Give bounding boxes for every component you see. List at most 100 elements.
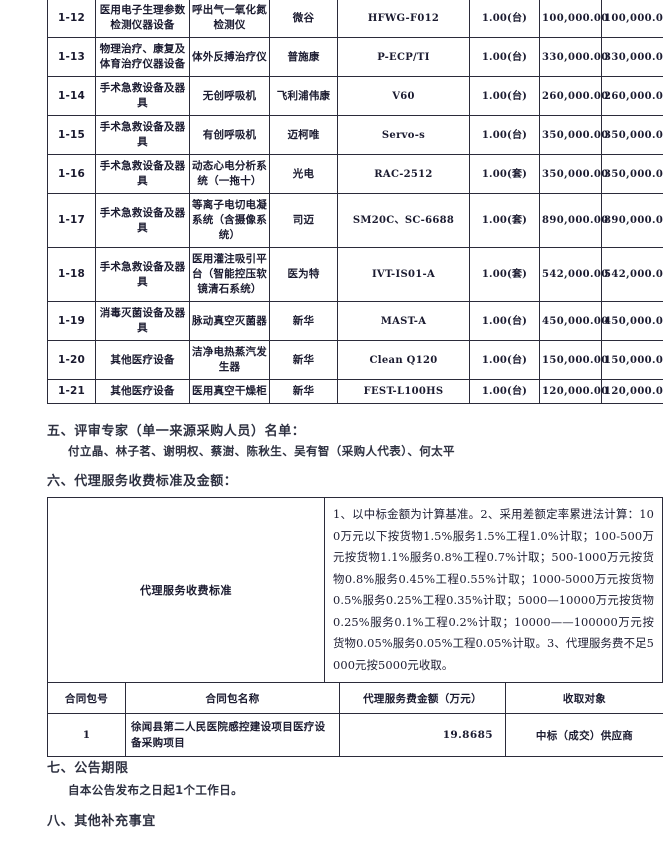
item-model: V60 bbox=[337, 76, 470, 116]
item-total-price: 120,000.00 bbox=[601, 379, 663, 404]
item-qty: 1.00(套) bbox=[469, 193, 540, 248]
item-qty: 1.00(台) bbox=[469, 115, 540, 155]
item-brand: 新华 bbox=[269, 301, 338, 341]
contract-package-fee-table: 合同包号 合同包名称 代理服务费金额（万元） 收取对象 1 徐闻县第二人民医院感… bbox=[47, 682, 663, 757]
item-model: FEST-L100HS bbox=[337, 379, 470, 404]
item-brand: 迈柯唯 bbox=[269, 115, 338, 155]
item-model: RAC-2512 bbox=[337, 154, 470, 194]
item-brand: 微谷 bbox=[269, 0, 338, 38]
table-row: 1-14 手术急救设备及器具 无创呼吸机 飞利浦伟康 V60 1.00(台) 2… bbox=[47, 76, 663, 116]
item-qty: 1.00(台) bbox=[469, 340, 540, 380]
item-category: 医用电子生理参数检测仪器设备 bbox=[95, 0, 190, 38]
item-no: 1-14 bbox=[47, 76, 96, 116]
item-unit-price: 350,000.00 bbox=[539, 115, 608, 155]
item-qty: 1.00(套) bbox=[469, 154, 540, 194]
item-unit-price: 450,000.00 bbox=[539, 301, 608, 341]
section-five-expert-names: 付立晶、林子茗、谢明权、蔡澍、陈秋生、吴有智（采购人代表）、何太平 bbox=[68, 444, 455, 458]
item-total-price: 542,000.00 bbox=[601, 247, 663, 302]
item-model: Clean Q120 bbox=[337, 340, 470, 380]
package-fee-amount: 19.8685 bbox=[339, 713, 506, 757]
fee-standard-label: 代理服务收费标准 bbox=[47, 497, 325, 683]
item-no: 1-21 bbox=[47, 379, 96, 404]
item-brand: 飞利浦伟康 bbox=[269, 76, 338, 116]
table-row: 1-12 医用电子生理参数检测仪器设备 呼出气一氧化氮检测仪 微谷 HFWG-F… bbox=[47, 0, 663, 38]
item-brand: 光电 bbox=[269, 154, 338, 194]
item-category: 物理治疗、康复及体育治疗仪器设备 bbox=[95, 37, 190, 77]
item-name: 呼出气一氧化氮检测仪 bbox=[189, 0, 270, 38]
table-row: 1-21 其他医疗设备 医用真空干燥柜 新华 FEST-L100HS 1.00(… bbox=[47, 379, 663, 404]
item-total-price: 890,000.00 bbox=[601, 193, 663, 248]
item-brand: 普施康 bbox=[269, 37, 338, 77]
package-table-header: 合同包号 合同包名称 代理服务费金额（万元） 收取对象 bbox=[47, 682, 663, 714]
fee-standard-text: 1、以中标金额为计算基准。2、采用差额定率累进法计算：100万元以下按货物1.5… bbox=[324, 497, 663, 683]
item-qty: 1.00(台) bbox=[469, 0, 540, 38]
item-model: IVT-IS01-A bbox=[337, 247, 470, 302]
item-unit-price: 890,000.00 bbox=[539, 193, 608, 248]
item-brand: 司迈 bbox=[269, 193, 338, 248]
table-row: 1-19 消毒灭菌设备及器具 脉动真空灭菌器 新华 MAST-A 1.00(台)… bbox=[47, 301, 663, 341]
item-unit-price: 260,000.00 bbox=[539, 76, 608, 116]
item-no: 1-19 bbox=[47, 301, 96, 341]
item-name: 有创呼吸机 bbox=[189, 115, 270, 155]
item-model: SM20C、SC-6688 bbox=[337, 193, 470, 248]
item-total-price: 260,000.00 bbox=[601, 76, 663, 116]
item-total-price: 350,000.00 bbox=[601, 115, 663, 155]
table-row: 1-18 手术急救设备及器具 医用灌注吸引平台（智能控压软镜清石系统） 医为特 … bbox=[47, 247, 663, 302]
package-no: 1 bbox=[47, 713, 126, 757]
column-header-package-no: 合同包号 bbox=[47, 682, 126, 714]
item-qty: 1.00(台) bbox=[469, 301, 540, 341]
table-row: 1 徐闻县第二人民医院感控建设项目医疗设备采购项目 19.8685 中标（成交）… bbox=[47, 713, 663, 757]
item-total-price: 100,000.00 bbox=[601, 0, 663, 38]
item-unit-price: 542,000.00 bbox=[539, 247, 608, 302]
column-header-payer: 收取对象 bbox=[505, 682, 663, 714]
item-name: 动态心电分析系统（一拖十） bbox=[189, 154, 270, 194]
table-row: 1-13 物理治疗、康复及体育治疗仪器设备 体外反搏治疗仪 普施康 P-ECP/… bbox=[47, 37, 663, 77]
item-qty: 1.00(台) bbox=[469, 76, 540, 116]
item-no: 1-13 bbox=[47, 37, 96, 77]
item-total-price: 330,000.00 bbox=[601, 37, 663, 77]
item-qty: 1.00(台) bbox=[469, 37, 540, 77]
table-row: 1-17 手术急救设备及器具 等离子电切电凝系统（含摄像系统） 司迈 SM20C… bbox=[47, 193, 663, 248]
item-category: 其他医疗设备 bbox=[95, 379, 190, 404]
item-name: 洁净电热蒸汽发生器 bbox=[189, 340, 270, 380]
item-no: 1-20 bbox=[47, 340, 96, 380]
item-unit-price: 350,000.00 bbox=[539, 154, 608, 194]
item-category: 手术急救设备及器具 bbox=[95, 154, 190, 194]
table-row: 1-15 手术急救设备及器具 有创呼吸机 迈柯唯 Servo-s 1.00(台)… bbox=[47, 115, 663, 155]
item-unit-price: 150,000.00 bbox=[539, 340, 608, 380]
package-name: 徐闻县第二人民医院感控建设项目医疗设备采购项目 bbox=[125, 713, 340, 757]
item-model: Servo-s bbox=[337, 115, 470, 155]
item-brand: 医为特 bbox=[269, 247, 338, 302]
item-qty: 1.00(台) bbox=[469, 379, 540, 404]
item-brand: 新华 bbox=[269, 379, 338, 404]
item-model: P-ECP/TI bbox=[337, 37, 470, 77]
section-seven-body: 自本公告发布之日起1个工作日。 bbox=[68, 783, 243, 797]
item-category: 消毒灭菌设备及器具 bbox=[95, 301, 190, 341]
item-no: 1-15 bbox=[47, 115, 96, 155]
package-payer: 中标（成交）供应商 bbox=[505, 713, 663, 757]
fee-standard-row: 代理服务收费标准 1、以中标金额为计算基准。2、采用差额定率累进法计算：100万… bbox=[47, 497, 663, 683]
procurement-items-table: 1-12 医用电子生理参数检测仪器设备 呼出气一氧化氮检测仪 微谷 HFWG-F… bbox=[47, 0, 663, 404]
table-header-row: 合同包号 合同包名称 代理服务费金额（万元） 收取对象 bbox=[47, 682, 663, 714]
item-total-price: 350,000.00 bbox=[601, 154, 663, 194]
item-model: MAST-A bbox=[337, 301, 470, 341]
item-category: 手术急救设备及器具 bbox=[95, 247, 190, 302]
section-five-heading: 五、评审专家（单一来源采购人员）名单： bbox=[47, 424, 306, 439]
item-no: 1-18 bbox=[47, 247, 96, 302]
column-header-package-name: 合同包名称 bbox=[125, 682, 340, 714]
item-no: 1-17 bbox=[47, 193, 96, 248]
item-no: 1-16 bbox=[47, 154, 96, 194]
item-category: 手术急救设备及器具 bbox=[95, 76, 190, 116]
item-category: 手术急救设备及器具 bbox=[95, 193, 190, 248]
item-brand: 新华 bbox=[269, 340, 338, 380]
table-row: 1-20 其他医疗设备 洁净电热蒸汽发生器 新华 Clean Q120 1.00… bbox=[47, 340, 663, 380]
section-seven-heading: 七、公告期限 bbox=[47, 761, 129, 776]
item-unit-price: 100,000.00 bbox=[539, 0, 608, 38]
item-qty: 1.00(套) bbox=[469, 247, 540, 302]
item-name: 体外反搏治疗仪 bbox=[189, 37, 270, 77]
item-unit-price: 120,000.00 bbox=[539, 379, 608, 404]
item-total-price: 450,000.00 bbox=[601, 301, 663, 341]
item-category: 手术急救设备及器具 bbox=[95, 115, 190, 155]
agency-fee-standard-table: 代理服务收费标准 1、以中标金额为计算基准。2、采用差额定率累进法计算：100万… bbox=[47, 497, 663, 683]
